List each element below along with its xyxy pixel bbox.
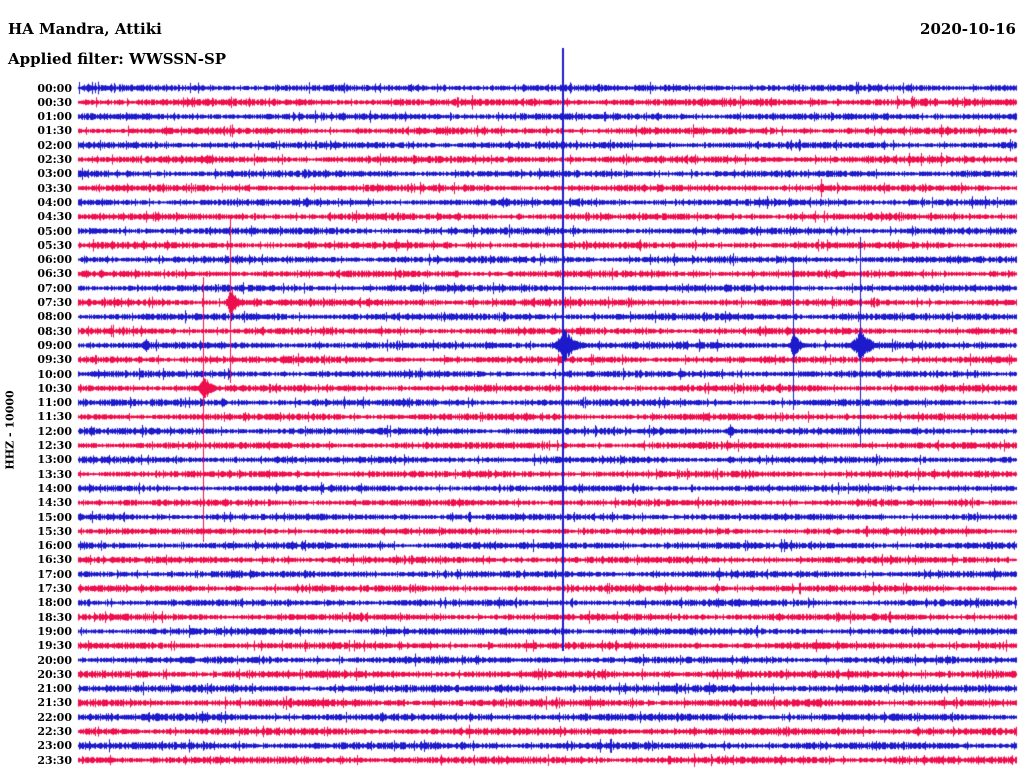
row-time-label: 08:00 xyxy=(37,310,72,324)
row-time-label: 22:00 xyxy=(37,710,72,724)
row-time-label: 08:30 xyxy=(37,324,72,338)
row-time-label: 12:00 xyxy=(37,424,72,438)
row-time-label: 17:30 xyxy=(37,582,72,595)
row-time-label: 19:30 xyxy=(37,639,72,653)
row-time-label: 03:30 xyxy=(37,181,72,195)
row-time-label: 18:00 xyxy=(37,596,72,610)
row-time-label: 17:00 xyxy=(37,567,72,581)
row-time-label: 05:30 xyxy=(37,238,72,252)
row-time-label: 20:00 xyxy=(37,653,72,667)
row-time-label: 06:30 xyxy=(37,267,72,281)
channel-scale-label: HHZ - 10000 xyxy=(3,390,17,470)
row-time-label: 16:00 xyxy=(37,539,72,553)
row-time-label: 04:00 xyxy=(37,195,72,209)
row-time-label: 18:30 xyxy=(37,610,72,624)
row-time-label: 09:00 xyxy=(37,338,72,352)
row-time-label: 04:30 xyxy=(37,210,72,224)
row-time-label: 12:30 xyxy=(37,439,72,452)
row-time-label: 15:00 xyxy=(37,510,72,524)
row-time-label: 02:30 xyxy=(37,153,72,166)
row-time-label: 11:30 xyxy=(37,410,72,424)
row-time-label: 00:30 xyxy=(37,95,72,109)
row-time-label: 10:30 xyxy=(37,381,72,395)
row-time-label: 10:00 xyxy=(37,367,72,381)
row-time-label: 19:00 xyxy=(37,624,72,638)
applied-filter-label: Applied filter: WWSSN-SP xyxy=(8,50,227,68)
row-time-label: 21:00 xyxy=(37,682,72,696)
row-time-label: 06:00 xyxy=(37,253,72,267)
row-time-label: 14:00 xyxy=(37,481,72,495)
row-time-label: 01:30 xyxy=(37,124,72,138)
row-time-label: 21:30 xyxy=(37,696,72,710)
row-time-label: 07:00 xyxy=(37,281,72,295)
row-time-label: 09:30 xyxy=(37,353,72,367)
row-time-label: 05:00 xyxy=(37,224,72,238)
row-time-label: 07:30 xyxy=(37,296,72,309)
row-time-label: 01:00 xyxy=(37,110,72,124)
row-time-label: 23:30 xyxy=(37,753,72,767)
row-time-label: 13:30 xyxy=(37,467,72,481)
row-time-label: 00:00 xyxy=(37,81,72,95)
row-time-label: 14:30 xyxy=(37,496,72,510)
row-time-label: 13:00 xyxy=(37,453,72,467)
row-time-label: 11:00 xyxy=(37,396,72,410)
row-time-label: 02:00 xyxy=(37,138,72,152)
row-time-label: 20:30 xyxy=(37,667,72,681)
row-time-label: 16:30 xyxy=(37,553,72,567)
station-title: HA Mandra, Attiki xyxy=(8,20,162,38)
row-time-label: 22:30 xyxy=(37,725,72,738)
row-time-label: 23:00 xyxy=(37,739,72,753)
row-time-label: 15:30 xyxy=(37,524,72,538)
date-label: 2020-10-16 xyxy=(920,20,1016,38)
row-time-label: 03:00 xyxy=(37,167,72,181)
